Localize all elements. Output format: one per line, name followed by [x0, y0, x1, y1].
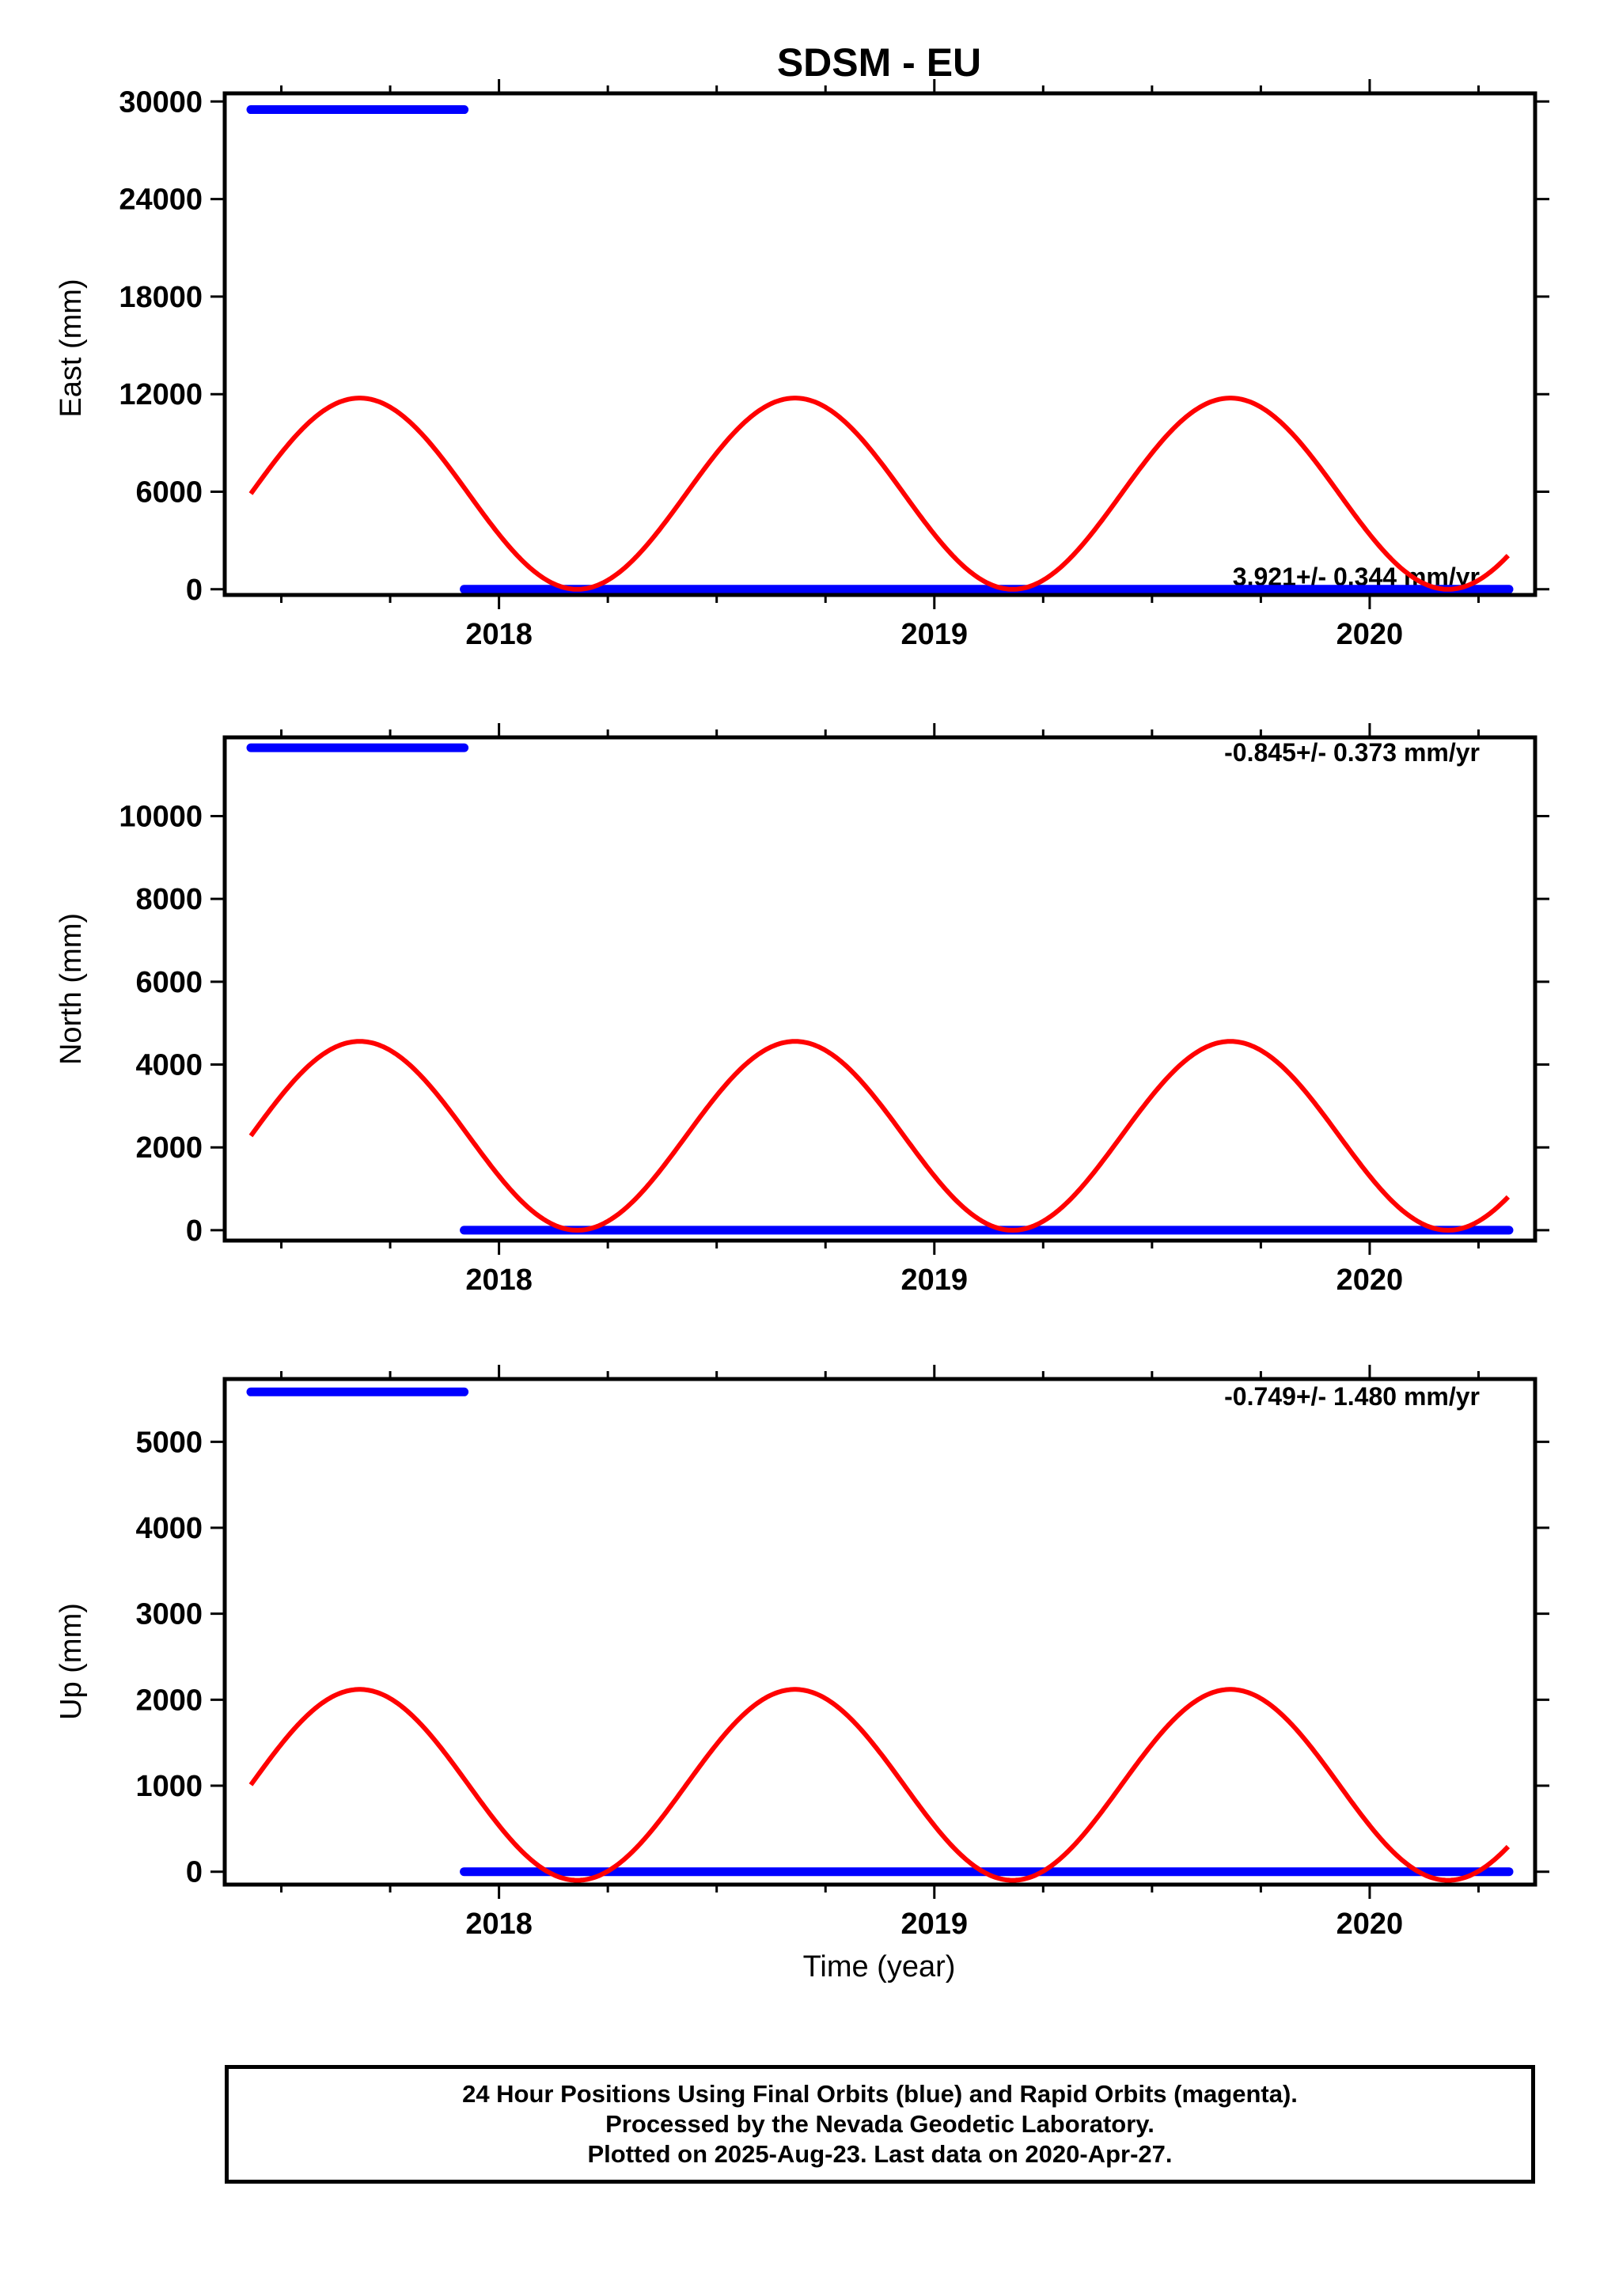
x-axis-label: Time (year): [803, 1950, 956, 1983]
east-x-tick-label: 2019: [900, 618, 968, 651]
north-x-tick-label: 2018: [465, 1264, 533, 1297]
north-x-tick-label: 2019: [900, 1264, 968, 1297]
east-panel: East (mm) 3.921+/- 0.344 mm/yr 060001200…: [55, 79, 1549, 651]
north-panel: North (mm) -0.845+/- 0.373 mm/yr 0 2000 40…: [55, 723, 1549, 1297]
east-seasonal-model-line: [248, 396, 1511, 592]
up-panel: Up (mm) -0.749+/- 1.480 mm/yr Time (year…: [55, 1365, 1549, 1983]
east-y-tick-label: 30000: [119, 85, 203, 119]
footer-caption-box: 24 Hour Positions Using Final Orbits (bl…: [225, 2065, 1535, 2184]
east-x-tick-label: 2018: [465, 618, 533, 651]
east-y-axis-label: East (mm): [55, 278, 88, 417]
east-y-tick-label: 0: [186, 574, 203, 607]
east-y-tick-label: 6000: [135, 476, 203, 510]
east-plot-frame: [222, 91, 1537, 597]
up-plot-frame: [222, 1377, 1537, 1887]
north-y-tick-label: 0: [186, 1214, 203, 1248]
north-y-axis-label: North (mm): [55, 913, 88, 1065]
north-plot-frame: [222, 735, 1537, 1243]
footer-line-2: Processed by the Nevada Geodetic Laborat…: [605, 2110, 1155, 2138]
north-plot-area: [246, 743, 1514, 1235]
up-y-tick-label: 4000: [135, 1512, 203, 1545]
east-y-tick-label: 18000: [119, 281, 203, 314]
up-y-axis-label: Up (mm): [55, 1603, 88, 1720]
up-y-tick-label: 2000: [135, 1684, 203, 1717]
up-rate-label: -0.749+/- 1.480 mm/yr: [1224, 1382, 1480, 1411]
east-x-tick-label: 2020: [1336, 618, 1404, 651]
up-seasonal-model-line: [248, 1687, 1511, 1883]
up-plot-area: [246, 1387, 1514, 1883]
up-y-tick-label: 3000: [135, 1598, 203, 1631]
up-y-tick-label: 5000: [135, 1426, 203, 1459]
north-rate-label: -0.845+/- 0.373 mm/yr: [1224, 738, 1480, 767]
chart-title: SDSM - EU: [777, 40, 981, 85]
north-y-tick-label: 8000: [135, 883, 203, 916]
footer-line-1: 24 Hour Positions Using Final Orbits (bl…: [462, 2080, 1298, 2108]
up-x-tick-label: 2018: [465, 1908, 533, 1941]
north-seasonal-model-line: [248, 1039, 1511, 1233]
north-y-tick-label: 10000: [119, 800, 203, 833]
up-y-tick-label: 0: [186, 1856, 203, 1889]
north-x-tick-label: 2020: [1336, 1264, 1404, 1297]
north-y-tick-label: 4000: [135, 1049, 203, 1082]
up-x-tick-label: 2020: [1336, 1908, 1404, 1941]
north-y-tick-label: 6000: [135, 966, 203, 999]
east-plot-area: [246, 105, 1514, 594]
footer-line-3: Plotted on 2025-Aug-23. Last data on 202…: [587, 2140, 1173, 2168]
up-x-tick-label: 2019: [900, 1908, 968, 1941]
east-y-tick-label: 24000: [119, 184, 203, 217]
up-y-tick-label: 1000: [135, 1770, 203, 1803]
north-y-tick-label: 2000: [135, 1131, 203, 1165]
east-y-tick-label: 12000: [119, 378, 203, 411]
